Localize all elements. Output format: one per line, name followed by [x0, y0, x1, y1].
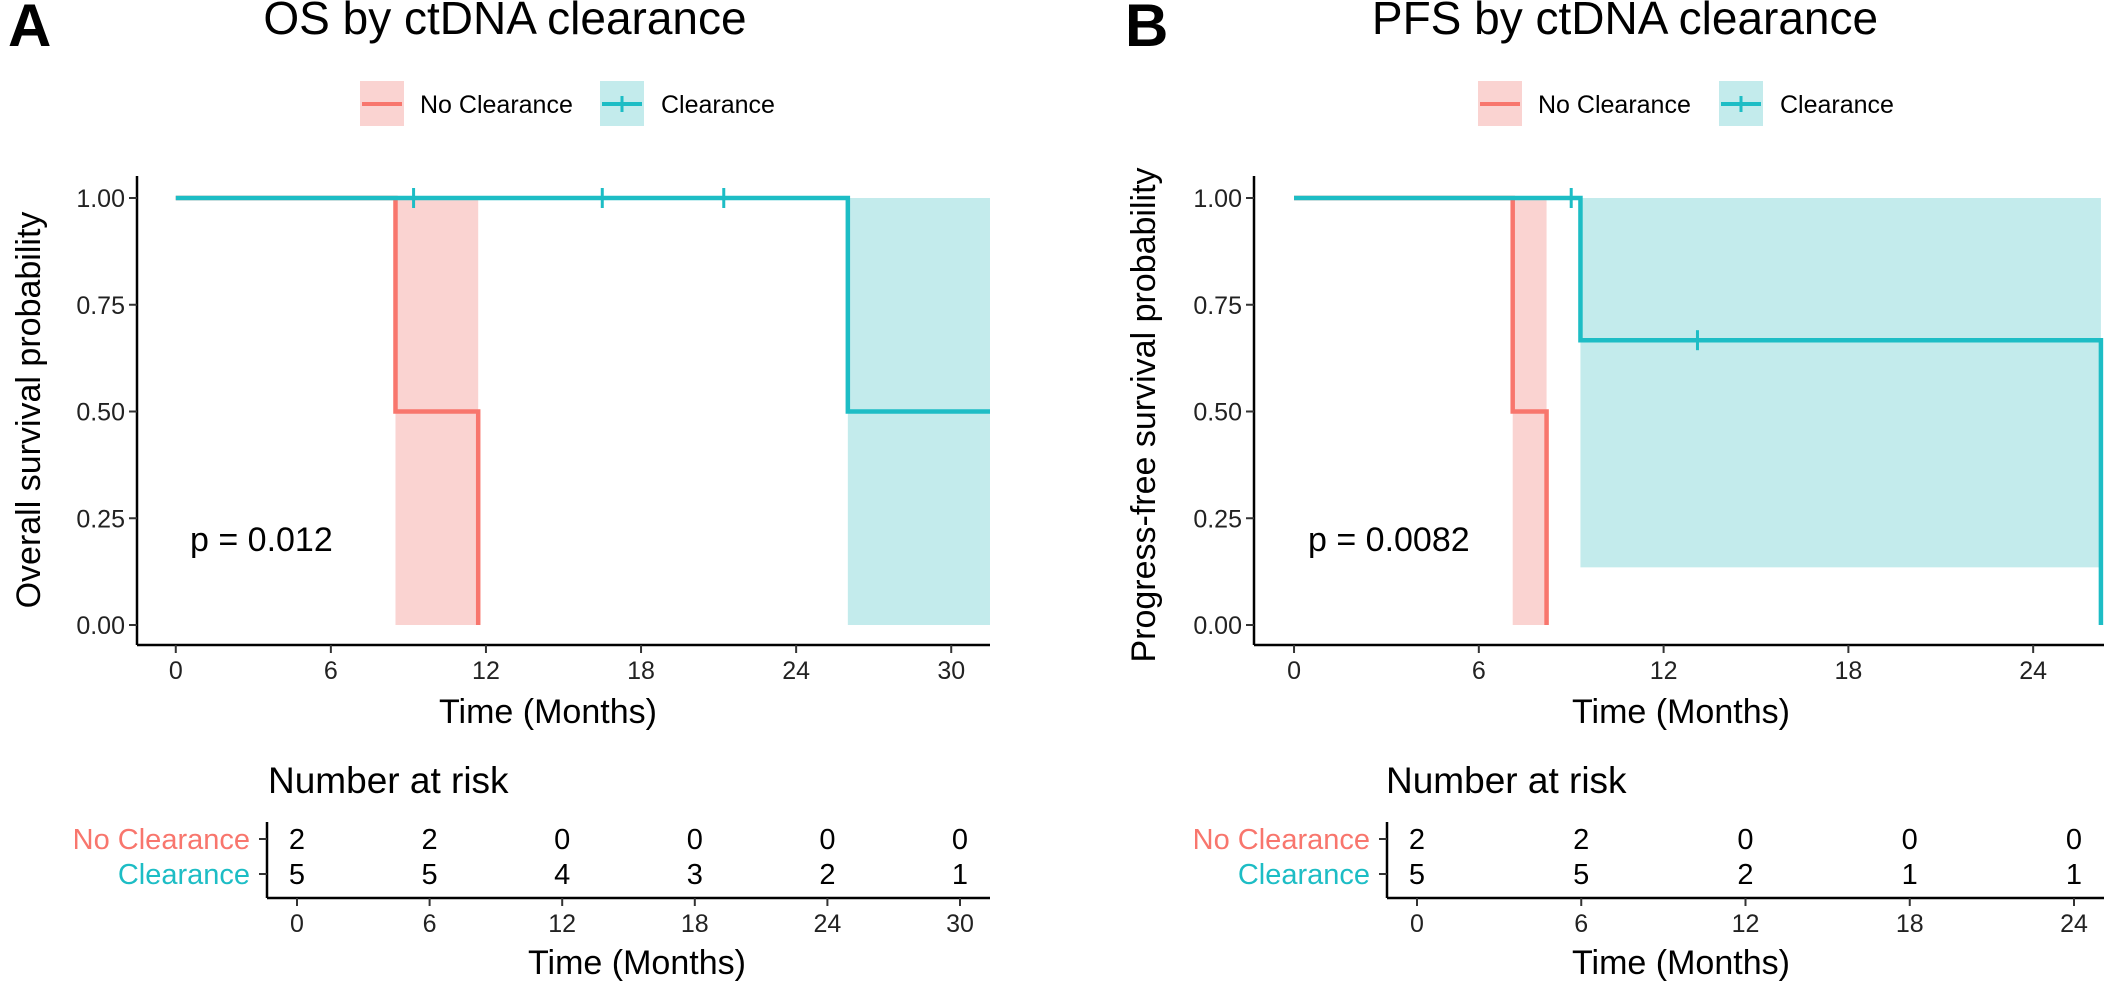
legend-label-no-clearance-b: No Clearance	[1538, 91, 1691, 119]
x-tick-label-a-2: 12	[472, 657, 500, 685]
risk-x-tick-label-b-3: 18	[1896, 910, 1924, 938]
risk-group-label-clearance-b: Clearance	[1238, 859, 1370, 891]
risk-count-no-clearance-b-0: 2	[1409, 824, 1425, 856]
risk-count-clearance-b-4: 1	[2066, 859, 2082, 891]
y-tick-label-b-3: 0.75	[1193, 292, 1242, 320]
risk-count-clearance-a-1: 5	[422, 859, 438, 891]
y-tick-label-a-0: 0.00	[76, 612, 125, 640]
y-tick-label-a-4: 1.00	[76, 185, 125, 213]
y-axis-title-b: Progress-free survival probability	[1125, 167, 1163, 662]
risk-count-no-clearance-b-1: 2	[1573, 824, 1589, 856]
panel-b: B PFS by ctDNA clearance No Clearance Cl…	[1125, 0, 2104, 982]
y-tick-label-a-2: 0.50	[76, 399, 125, 427]
risk-count-clearance-b-3: 1	[1902, 859, 1918, 891]
x-tick-label-b-3: 18	[1834, 657, 1862, 685]
risk-group-label-no-clearance-a: No Clearance	[73, 824, 250, 856]
x-tick-label-a-4: 24	[782, 657, 810, 685]
risk-x-tick-label-b-0: 0	[1410, 910, 1424, 938]
risk-count-no-clearance-a-0: 2	[289, 824, 305, 856]
risk-x-tick-label-a-0: 0	[290, 910, 304, 938]
y-tick-label-b-0: 0.00	[1193, 612, 1242, 640]
y-tick-label-b-4: 1.00	[1193, 185, 1242, 213]
risk-table-x-title-b: Time (Months)	[1572, 944, 1790, 982]
p-value-b: p = 0.0082	[1308, 521, 1470, 559]
x-tick-label-a-0: 0	[169, 657, 183, 685]
risk-x-tick-label-a-5: 30	[946, 910, 974, 938]
y-axis-title-a: Overall survival probability	[10, 212, 48, 609]
risk-group-label-clearance-a: Clearance	[118, 859, 250, 891]
legend-label-clearance-b: Clearance	[1780, 91, 1894, 119]
plot-area-b: 0.00 0.25 0.50 0.75 1.00 0 6 12 18 24	[1193, 176, 2104, 685]
chart-title-a: OS by ctDNA clearance	[263, 0, 746, 44]
survival-curve-no-clearance-b	[1294, 195, 1549, 625]
risk-count-clearance-b-2: 2	[1737, 859, 1753, 891]
x-tick-label-a-3: 18	[627, 657, 655, 685]
survival-curve-clearance-b	[1294, 195, 2104, 625]
x-tick-label-b-0: 0	[1287, 657, 1301, 685]
risk-count-no-clearance-a-4: 0	[819, 824, 835, 856]
legend-a: No Clearance Clearance	[360, 81, 775, 126]
risk-x-tick-label-b-1: 6	[1574, 910, 1588, 938]
risk-count-no-clearance-a-3: 0	[687, 824, 703, 856]
risk-table-b: Number at risk No Clearance Clearance 2 2…	[1193, 760, 2104, 982]
x-tick-label-b-1: 6	[1472, 657, 1486, 685]
panel-letter-a: A	[8, 0, 51, 59]
risk-x-tick-label-a-2: 12	[548, 910, 576, 938]
risk-x-tick-label-a-1: 6	[423, 910, 437, 938]
legend-b: No Clearance Clearance	[1478, 81, 1894, 126]
panel-a: A OS by ctDNA clearance No Clearance Cle…	[8, 0, 990, 982]
risk-count-clearance-b-1: 5	[1573, 859, 1589, 891]
risk-count-clearance-a-4: 2	[819, 859, 835, 891]
ci-band-clearance-b-0	[1580, 198, 2101, 568]
risk-table-a: Number at risk No Clearance Clearance 2 2…	[73, 760, 990, 982]
legend-label-clearance-a: Clearance	[661, 91, 775, 119]
risk-table-title-b: Number at risk	[1386, 760, 1627, 801]
chart-title-b: PFS by ctDNA clearance	[1372, 0, 1878, 44]
risk-x-tick-label-a-3: 18	[681, 910, 709, 938]
risk-x-tick-label-b-2: 12	[1732, 910, 1760, 938]
y-tick-label-b-2: 0.50	[1193, 399, 1242, 427]
risk-count-clearance-a-0: 5	[289, 859, 305, 891]
risk-count-no-clearance-b-2: 0	[1737, 824, 1753, 856]
survival-curve-clearance-a	[175, 195, 990, 414]
risk-table-body-b: 2 2 0 0 05 5 2 1 10 6 12 18 24	[1379, 822, 2104, 938]
x-tick-label-b-4: 24	[2019, 657, 2047, 685]
x-axis-title-b: Time (Months)	[1572, 693, 1790, 731]
plot-area-a: 0.00 0.25 0.50 0.75 1.00 0 6 12 18 24 30	[76, 176, 990, 685]
risk-x-tick-label-a-4: 24	[813, 910, 841, 938]
risk-count-clearance-a-3: 3	[687, 859, 703, 891]
risk-table-body-a: 2 2 0 0 0 05 5 4 3 2 10 6 12 18 24 30	[259, 822, 990, 938]
y-tick-label-b-1: 0.25	[1193, 505, 1242, 533]
risk-count-no-clearance-b-3: 0	[1902, 824, 1918, 856]
risk-count-no-clearance-a-5: 0	[952, 824, 968, 856]
risk-table-title-a: Number at risk	[268, 760, 509, 801]
risk-group-label-no-clearance-b: No Clearance	[1193, 824, 1370, 856]
x-tick-label-a-1: 6	[324, 657, 338, 685]
risk-count-no-clearance-a-2: 0	[554, 824, 570, 856]
x-tick-label-a-5: 30	[937, 657, 965, 685]
y-tick-label-a-3: 0.75	[76, 292, 125, 320]
x-axis-title-a: Time (Months)	[439, 693, 657, 731]
risk-table-x-title-a: Time (Months)	[528, 944, 746, 982]
risk-count-no-clearance-b-4: 0	[2066, 824, 2082, 856]
risk-x-tick-label-b-4: 24	[2060, 910, 2088, 938]
x-tick-label-b-2: 12	[1650, 657, 1678, 685]
risk-count-clearance-a-2: 4	[554, 859, 570, 891]
y-tick-label-a-1: 0.25	[76, 505, 125, 533]
legend-label-no-clearance-a: No Clearance	[420, 91, 573, 119]
p-value-a: p = 0.012	[190, 521, 333, 559]
panel-letter-b: B	[1125, 0, 1168, 59]
risk-count-clearance-a-5: 1	[952, 859, 968, 891]
risk-count-clearance-b-0: 5	[1409, 859, 1425, 891]
risk-count-no-clearance-a-1: 2	[422, 824, 438, 856]
